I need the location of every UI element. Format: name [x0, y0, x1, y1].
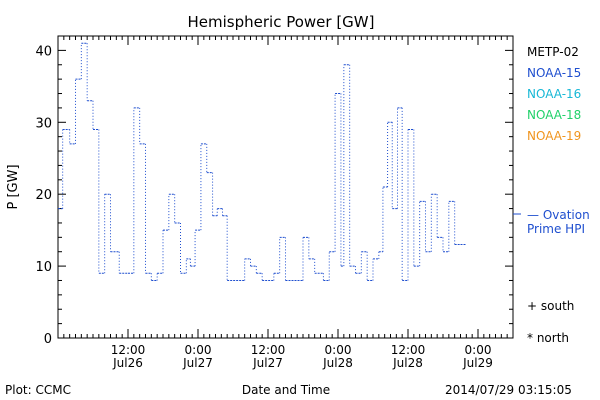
y-tick-label: 0: [44, 332, 52, 347]
timestamp: 2014/07/29 03:15:05: [445, 383, 572, 397]
y-tick-label: 10: [35, 260, 52, 275]
legend: METP-02 NOAA-15 NOAA-16 NOAA-18 NOAA-19: [527, 45, 581, 143]
legend-entry: NOAA-16: [527, 87, 581, 101]
x-tick-label: 0:00: [185, 343, 212, 357]
legend-entry: NOAA-19: [527, 129, 581, 143]
y-tick-label: 30: [35, 116, 52, 131]
axis-ticks: [57, 35, 514, 339]
x-tick-date-label: Jul27: [252, 356, 283, 370]
x-tick-label: 12:00: [251, 343, 286, 357]
legend-entry: NOAA-15: [527, 66, 581, 80]
y-tick-label: 20: [35, 188, 52, 203]
chart-title: Hemispheric Power [GW]: [188, 13, 375, 31]
x-tick-label: 0:00: [325, 343, 352, 357]
x-axis-label: Date and Time: [242, 383, 330, 397]
x-tick-date-label: Jul28: [392, 356, 423, 370]
legend-entry: NOAA-18: [527, 108, 581, 122]
x-tick-label: 12:00: [111, 343, 146, 357]
series-layer: [58, 42, 467, 281]
plot-frame: [57, 35, 514, 339]
north-marker-label: * north: [527, 331, 569, 345]
ovation-label: — Ovation: [527, 208, 590, 222]
tick-labels: 01020304012:00Jul260:00Jul2712:00Jul270:…: [35, 44, 492, 370]
x-tick-label: 12:00: [391, 343, 426, 357]
legend-entry: METP-02: [527, 45, 579, 59]
ovation-label-line2: Prime HPI: [527, 222, 585, 236]
x-tick-date-label: Jul26: [112, 356, 143, 370]
x-tick-date-label: Jul27: [182, 356, 213, 370]
plot-credit: Plot: CCMC: [5, 383, 71, 397]
x-tick-date-label: Jul29: [462, 356, 493, 370]
x-tick-label: 0:00: [465, 343, 492, 357]
y-axis-label: P [GW]: [6, 164, 21, 209]
x-tick-date-label: Jul28: [322, 356, 353, 370]
y-tick-label: 40: [35, 44, 52, 59]
south-marker-label: + south: [527, 299, 574, 313]
